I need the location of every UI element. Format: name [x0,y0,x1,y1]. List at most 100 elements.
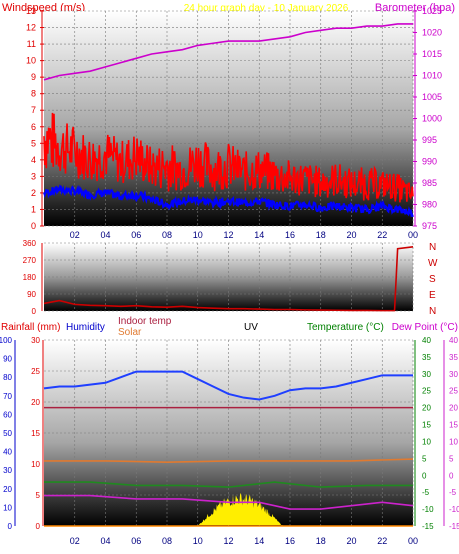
series-solar-line [44,458,414,463]
rainfall-axis-label: Rainfall (mm) [1,322,60,333]
x-tick-label: 04 [100,536,110,546]
y-tick-label-windspeed: 4 [31,155,36,165]
series-average-line [43,184,414,218]
y-tick-label-barometer: 1005 [422,92,442,102]
y-axis-solar: 0 5 10 15 20 25 30 [31,336,44,531]
y-tick-label-temperature: 30 [422,370,431,379]
y-tick-label-rainfall: 60 [3,410,12,419]
wind-series [43,23,414,218]
y-tick-label-rainfall: 90 [3,355,12,364]
x-tick-label: 18 [316,230,326,240]
y-tick-label-windspeed: 8 [31,89,36,99]
x-tick-label: 10 [193,230,203,240]
y-tick-label-windspeed: 5 [31,138,36,148]
y-tick-label-barometer: 1000 [422,114,442,124]
y-tick-label-solar: 10 [31,460,40,469]
y-tick-label-windspeed: 6 [31,122,36,132]
y-tick-label-windspeed: 7 [31,105,36,115]
grid-direction [44,242,414,312]
y-tick-label-dewpoint: 30 [449,370,458,379]
y-tick-label-dewpoint: -15 [449,522,459,531]
dir-label-4: N [429,306,436,317]
y-tick-label-rainfall: 20 [3,485,12,494]
y-tick-label-rainfall: 40 [3,448,12,457]
y-tick-label-temperature: -10 [422,505,434,514]
y-tick-label-direction: 360 [23,239,37,248]
y-tick-label-rainfall: 70 [3,392,12,401]
temperature-axis-label: Temperature (°C) [307,322,384,333]
y-tick-label-direction: 180 [23,273,37,282]
solar-label: Solar [118,327,142,338]
series-direction-line [43,245,414,312]
y-tick-label-windspeed: 13 [26,6,36,16]
x-tick-label: 14 [254,230,264,240]
y-axis-rainfall: 0 10 20 30 40 50 60 70 80 90 100 [0,336,16,531]
y-tick-label-dewpoint: 20 [449,404,458,413]
conditions-series [43,370,414,527]
y-tick-label-temperature: 35 [422,353,431,362]
y-tick-label-barometer: 1015 [422,49,442,59]
x-tick-label: 20 [346,536,356,546]
y-tick-label-direction: 0 [32,307,37,316]
dir-label-2: S [429,274,436,285]
x-tick-label: 02 [70,536,80,546]
x-tick-label: 00 [408,230,418,240]
y-tick-label-temperature: 20 [422,404,431,413]
y-tick-label-solar: 20 [31,398,40,407]
dir-label-3: E [429,290,436,301]
x-tick-label: 08 [162,536,172,546]
y-tick-label-solar: 5 [36,491,41,500]
x-tick-label: 10 [193,536,203,546]
x-tick-label: 14 [254,536,264,546]
y-tick-label-windspeed: 2 [31,188,36,198]
x-tick-label: 12 [223,536,233,546]
x-axis-hours-top: 02 04 06 08 10 12 14 16 18 20 22 00 [70,230,418,240]
y-tick-label-barometer: 995 [422,135,437,145]
y-tick-label-dewpoint: 35 [449,353,458,362]
y-tick-label-dewpoint: 15 [449,421,458,430]
grid-wind [44,10,414,227]
y-tick-label-dewpoint: -5 [449,488,457,497]
y-tick-label-solar: 25 [31,367,40,376]
y-tick-label-temperature: 10 [422,437,431,446]
y-tick-label-dewpoint: 40 [449,336,458,345]
y-tick-label-rainfall: 80 [3,373,12,382]
y-tick-label-solar: 0 [36,522,41,531]
y-tick-label-barometer: 985 [422,178,437,188]
y-tick-label-rainfall: 10 [3,503,12,512]
indoor-temp-label: Indoor temp [118,316,172,327]
y-axis-direction: 0 90 180 270 360 [23,239,43,316]
y-axis-barometer: 975 980 985 990 995 1000 1005 1010 1015 1020 1025 [413,6,442,231]
y-tick-label-windspeed: 9 [31,72,36,82]
x-tick-label: 12 [223,230,233,240]
x-tick-label: 20 [346,230,356,240]
y-tick-label-windspeed: 0 [31,221,36,231]
y-tick-label-barometer: 1010 [422,71,442,81]
y-tick-label-windspeed: 3 [31,171,36,181]
y-tick-label-windspeed: 12 [26,23,36,33]
y-tick-label-temperature: 15 [422,421,431,430]
dewpoint-axis-label: Dew Point (°C) [392,322,458,333]
y-tick-label-temperature: 40 [422,336,431,345]
y-tick-label-barometer: 1025 [422,6,442,16]
y-tick-label-rainfall: 30 [3,466,12,475]
x-tick-label: 16 [285,536,295,546]
dir-label-1: W [428,258,438,269]
series-humidity-line [43,370,413,401]
y-tick-label-windspeed: 11 [27,39,36,49]
series-gust-line [43,112,414,203]
graph-title: 24 hour graph day - 10 January 2026 [184,3,349,14]
direction-series [43,245,414,312]
uv-label: UV [244,322,258,333]
x-tick-label: 04 [100,230,110,240]
y-tick-label-dewpoint: 10 [449,437,458,446]
y-tick-label-solar: 30 [31,336,40,345]
y-tick-label-temperature: -15 [422,522,434,531]
y-tick-label-windspeed: 10 [26,56,36,66]
series-barometer-line [43,23,413,81]
series-temperature-c-line [44,481,413,488]
y-tick-label-rainfall: 50 [3,429,12,438]
humidity-label: Humidity [66,322,105,333]
y-tick-label-temperature: 5 [422,454,427,463]
